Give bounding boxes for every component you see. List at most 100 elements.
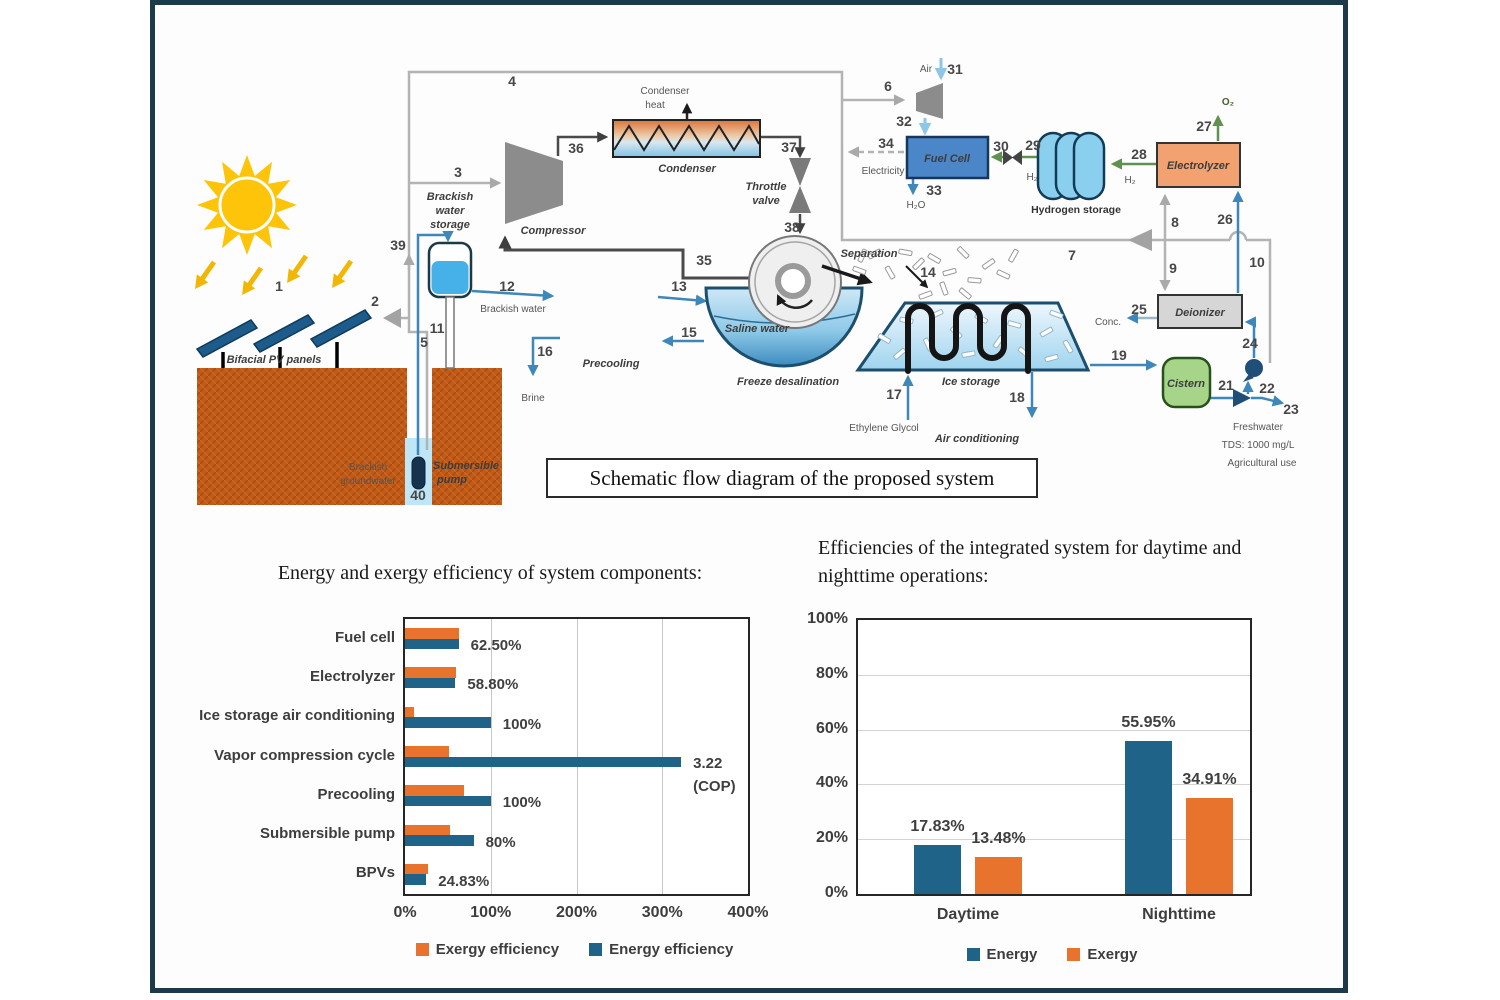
stream-label-12: 12 (499, 278, 515, 294)
condenser-label: Condenser (658, 163, 716, 175)
stream-label-24: 24 (1242, 335, 1258, 351)
electricity-label: Electricity (862, 166, 905, 177)
bus-arrow-icon (1128, 229, 1152, 251)
electrolyzer-unit (1156, 142, 1241, 188)
bar-exergy (405, 863, 429, 875)
legend-label: Exergy (1087, 946, 1138, 963)
cistern-label: Cistern (1167, 378, 1205, 390)
stream-label-40: 40 (410, 487, 426, 503)
freeze-drum-rim (754, 241, 836, 323)
legend-label: Energy efficiency (609, 941, 734, 958)
electricity-lines (401, 70, 1272, 450)
bar-value-label: 100% (502, 715, 542, 733)
figure-caption: Schematic flow diagram of the proposed s… (546, 458, 1038, 498)
daynight-chart-legend-item: Exergy (1067, 946, 1137, 963)
daynight-chart-legend-item: Energy (966, 946, 1037, 963)
rotation-arrow-icon (776, 294, 813, 309)
ice-storage-label: Ice storage (942, 376, 1000, 388)
stream-label-22: 22 (1259, 380, 1275, 396)
bar-value-label: 62.50% (470, 637, 522, 655)
stream-label-39: 39 (390, 237, 406, 253)
x-tick-label: 0% (393, 904, 417, 921)
y-tick-label: 40% (815, 774, 848, 792)
stream-label-28: 28 (1131, 146, 1147, 162)
bar-value-label: 55.95% (1121, 713, 1176, 731)
well-pipe (445, 296, 455, 369)
y-tick-label: 100% (807, 610, 848, 627)
gridline (858, 729, 1250, 731)
x-category-label: Nighttime (1142, 906, 1216, 923)
pv-panels-label: Bifacial PV panels (227, 354, 322, 366)
category-label: Fuel cell (334, 628, 395, 646)
x-tick-label: 400% (727, 904, 769, 921)
category-label: Ice storage air conditioning (199, 707, 395, 725)
water-lines (416, 178, 1285, 455)
precooling-label: Precooling (583, 358, 640, 370)
conc-label: Conc. (1095, 317, 1121, 328)
freeze-desalination-label: Freeze desalination (737, 376, 839, 388)
bar-value-label: 100% (502, 794, 542, 812)
stream-label-23: 23 (1283, 401, 1299, 417)
stream-label-7: 7 (1068, 247, 1076, 263)
stream-label-30: 30 (993, 138, 1009, 154)
stream-label-36: 36 (568, 140, 584, 156)
ice-flow-arrow-icon (905, 265, 929, 289)
glycol-coil-icon (905, 303, 1031, 374)
freshwater-label: Freshwater (1233, 422, 1284, 433)
bar-value-label: 17.83% (910, 818, 965, 836)
category-label: BPVs (355, 864, 395, 882)
ground-right (432, 368, 502, 505)
stream-label-21: 21 (1218, 377, 1234, 393)
stream-label-25: 25 (1131, 301, 1147, 317)
bar-energy (405, 717, 491, 728)
bar-exergy (405, 667, 456, 678)
ethylene-glycol-label: Ethylene Glycol (849, 423, 918, 434)
stream-label-8: 8 (1171, 214, 1179, 230)
submersible-pump-label-1: Submersible (433, 460, 499, 472)
legend-swatch-icon (1067, 948, 1081, 961)
sunlight-arrows-icon (189, 252, 356, 299)
component-chart-title: Energy and exergy efficiency of system c… (277, 562, 703, 584)
throttle-valve-label-2: valve (752, 195, 780, 207)
bar-energy (405, 638, 459, 650)
stream-label-10: 10 (1249, 254, 1265, 270)
air-label: Air (920, 64, 933, 75)
bar-exergy (405, 824, 451, 836)
bifacial-pv-panels (195, 309, 373, 368)
fuel-cell-label: Fuel Cell (924, 153, 971, 165)
stream-label-4: 4 (508, 73, 516, 89)
bar-energy (405, 835, 474, 846)
storage-label-3: storage (430, 219, 470, 231)
gridline (858, 784, 1250, 786)
condenser-heat-label-1: Condenser (641, 86, 691, 97)
stream-label-16: 16 (537, 343, 553, 359)
bar-exergy (1186, 798, 1233, 894)
h2-valve-icon (1003, 150, 1013, 165)
legend-swatch-icon (415, 943, 429, 956)
stream-label-14: 14 (920, 264, 936, 280)
bar-energy (405, 795, 491, 807)
submersible-pump-icon (411, 456, 426, 490)
legend-swatch-icon (966, 948, 980, 961)
stream-label-18: 18 (1009, 389, 1025, 405)
pv-output-arrow-icon (383, 308, 401, 328)
bar-energy (405, 677, 456, 689)
stream-label-29: 29 (1025, 137, 1041, 153)
deionizer-unit (1157, 294, 1243, 329)
storage-label-1: Brackish (427, 191, 474, 203)
groundwater-label-1: Brackish (349, 462, 387, 473)
refrigerant-lines (498, 131, 806, 280)
component-chart-legend-item: Exergy efficiency (415, 941, 559, 958)
component-chart-legend-item: Energy efficiency (589, 941, 733, 958)
agricultural-use-label: Agricultural use (1228, 458, 1297, 469)
separation-label: Separation (841, 248, 898, 260)
bar-value-label: 58.80% (467, 676, 519, 694)
category-label: Submersible pump (259, 825, 395, 843)
compressor-icon (505, 142, 563, 224)
bar-value-label: 34.91% (1182, 771, 1237, 789)
pump-tail-icon (1243, 374, 1254, 382)
daynight-chart-title: Efficiencies of the integrated system fo… (818, 537, 1242, 587)
daynight-chart-legend: Energy Exergy (856, 946, 1248, 963)
daynight-chart-plot: 0% 20% 40% 60% 80% 100% 17.83% 13.48% Daytime 55.… (807, 610, 1252, 923)
stream-label-9: 9 (1169, 260, 1177, 276)
